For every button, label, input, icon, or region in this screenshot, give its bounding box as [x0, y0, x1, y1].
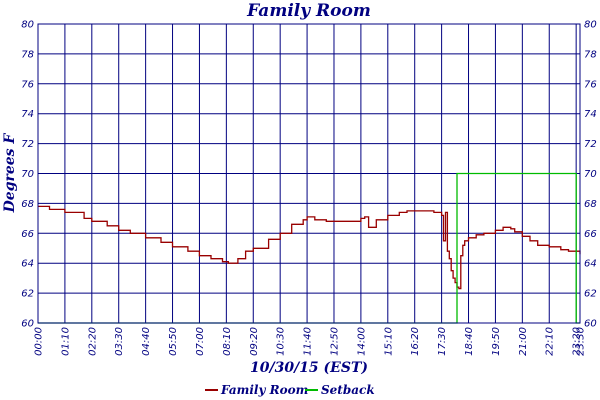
plot-frame — [37, 23, 581, 324]
y-tick-label-right: 78 — [584, 49, 597, 60]
y-tick-label-left: 80 — [21, 20, 34, 31]
y-tick-label-right: 70 — [584, 169, 597, 180]
x-tick-label: 04:40 — [141, 327, 152, 356]
y-tick-label-left: 60 — [21, 319, 34, 330]
y-tick-label-left: 74 — [21, 109, 34, 120]
x-axis-label: 10/30/15 (EST) — [250, 360, 368, 376]
y-axis-left: 60 62 64 66 68 70 72 74 76 78 80 — [21, 20, 34, 330]
x-tick-label: 00:00 — [34, 327, 45, 356]
y-axis-label: Degrees F — [2, 133, 18, 214]
x-tick-label: 21:00 — [518, 327, 529, 356]
y-tick-label-right: 66 — [584, 229, 597, 240]
chart-title: Family Room — [246, 1, 371, 21]
x-tick-label: 08:10 — [222, 327, 233, 356]
x-tick-label: 09:20 — [249, 327, 260, 356]
x-tick-label: 10:30 — [276, 327, 287, 356]
x-axis: 00:00 01:10 02:20 03:30 04:40 05:50 07:00 08:10… — [34, 327, 587, 356]
x-tick-label: 12:50 — [329, 327, 340, 356]
legend: Family Room Setback — [205, 383, 375, 397]
x-tick-label: 01:10 — [60, 327, 71, 356]
setback-line — [38, 172, 580, 324]
y-tick-label-left: 70 — [21, 169, 34, 180]
family-room-line — [38, 205, 581, 290]
series-layer — [38, 172, 581, 324]
x-tick-label: 14:00 — [356, 327, 367, 356]
x-tick-label: 02:20 — [87, 327, 98, 356]
x-tick-label: 07:00 — [195, 327, 206, 356]
y-axis-right: 60 62 64 66 68 70 72 74 76 78 80 — [584, 20, 597, 330]
x-tick-label: 23:20 — [572, 327, 583, 356]
y-tick-label-right: 64 — [584, 259, 597, 270]
y-tick-label-left: 76 — [21, 79, 34, 90]
x-tick-label: 05:50 — [168, 327, 179, 356]
y-tick-label-left: 64 — [21, 259, 34, 270]
y-tick-label-right: 68 — [584, 199, 597, 210]
y-tick-label-right: 62 — [584, 289, 597, 300]
y-tick-label-left: 72 — [21, 139, 34, 150]
x-tick-label: 17:30 — [437, 327, 448, 356]
x-tick-label: 23:30 — [576, 327, 587, 356]
y-tick-label-left: 62 — [21, 289, 34, 300]
y-tick-label-right: 72 — [584, 139, 597, 150]
y-tick-label-right: 60 — [584, 319, 597, 330]
y-tick-label-right: 80 — [584, 20, 597, 31]
x-tick-label: 11:40 — [303, 327, 314, 356]
y-tick-label-right: 76 — [584, 79, 597, 90]
x-tick-label: 15:10 — [383, 327, 394, 356]
legend-label-setback: Setback — [321, 383, 375, 397]
x-tick-label: 18:40 — [464, 327, 475, 356]
x-tick-label: 22:10 — [545, 327, 556, 356]
y-tick-label-left: 78 — [21, 49, 34, 60]
x-tick-label: 03:30 — [114, 327, 125, 356]
x-tick-label: 16:20 — [410, 327, 421, 356]
x-tick-label: 19:50 — [491, 327, 502, 356]
y-tick-label-left: 68 — [21, 199, 34, 210]
y-tick-label-right: 74 — [584, 109, 597, 120]
y-tick-label-left: 66 — [21, 229, 34, 240]
legend-label-family-room: Family Room — [220, 383, 308, 397]
